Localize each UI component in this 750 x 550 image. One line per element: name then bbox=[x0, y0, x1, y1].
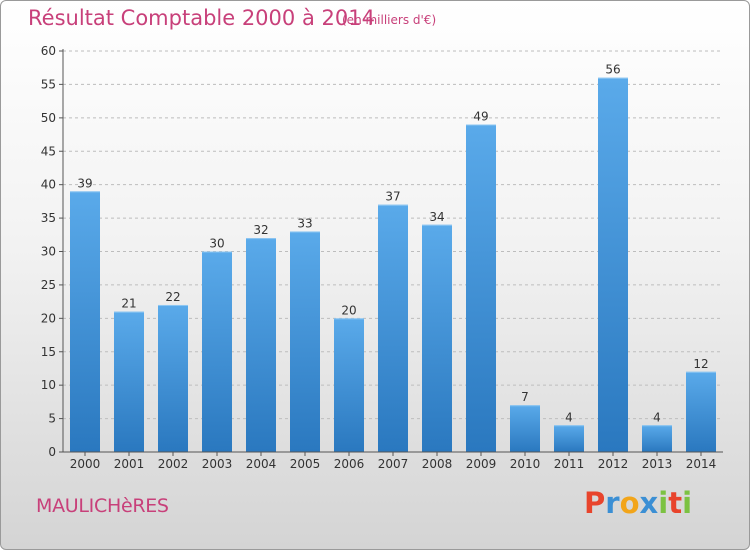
bar bbox=[642, 425, 672, 452]
proxiti-logo[interactable]: Proxiti bbox=[584, 486, 692, 520]
bar-value-label: 22 bbox=[165, 290, 180, 304]
y-tick-label: 20 bbox=[41, 311, 56, 325]
bar bbox=[114, 311, 144, 452]
y-tick-label: 60 bbox=[41, 44, 56, 58]
x-tick-label: 2002 bbox=[158, 457, 189, 471]
x-tick-label: 2008 bbox=[422, 457, 453, 471]
y-tick-label: 55 bbox=[41, 77, 56, 91]
x-tick-label: 2009 bbox=[466, 457, 497, 471]
y-tick-label: 5 bbox=[48, 412, 56, 426]
bar bbox=[70, 191, 100, 452]
logo-letter: r bbox=[605, 486, 620, 520]
y-tick-label: 50 bbox=[41, 111, 56, 125]
bar-value-label: 34 bbox=[429, 210, 444, 224]
x-tick-label: 2006 bbox=[334, 457, 365, 471]
bar-value-label: 30 bbox=[209, 237, 224, 251]
bars: 39 21 22 30 32 33 20 37 34 49 7 4 56 4 12 bbox=[70, 63, 716, 453]
y-tick-label: 45 bbox=[41, 144, 56, 158]
bar bbox=[334, 318, 364, 452]
x-tick-label: 2001 bbox=[114, 457, 145, 471]
bar-value-label: 32 bbox=[253, 223, 268, 237]
x-tick-label: 2013 bbox=[642, 457, 673, 471]
y-tick-label: 0 bbox=[48, 445, 56, 459]
place-name: MAULICHèRES bbox=[36, 495, 169, 517]
bar bbox=[466, 124, 496, 453]
bar-value-label: 4 bbox=[653, 410, 661, 424]
x-tick-label: 2005 bbox=[290, 457, 321, 471]
bar bbox=[158, 304, 188, 452]
bar bbox=[510, 405, 540, 452]
x-tick-label: 2003 bbox=[202, 457, 233, 471]
x-tick-label: 2004 bbox=[246, 457, 277, 471]
x-tick-label: 2012 bbox=[598, 457, 629, 471]
x-tick-label: 2007 bbox=[378, 457, 409, 471]
bar-value-label: 7 bbox=[521, 390, 529, 404]
axes: 0 5 10 15 20 25 30 35 40 45 50 55 60 2000 2001 2002 2003… bbox=[41, 44, 723, 471]
logo-letter: t bbox=[668, 486, 683, 520]
bar-value-label: 21 bbox=[121, 297, 136, 311]
bar bbox=[554, 425, 584, 452]
x-tick-label: 2014 bbox=[686, 457, 717, 471]
x-tick-label: 2000 bbox=[70, 457, 101, 471]
bar-value-label: 49 bbox=[473, 110, 488, 124]
x-tick-label: 2011 bbox=[554, 457, 585, 471]
logo-letter: P bbox=[584, 486, 606, 520]
logo-letter: i bbox=[658, 486, 669, 520]
y-tick-label: 35 bbox=[41, 211, 56, 225]
bar-value-label: 56 bbox=[605, 63, 620, 77]
bar bbox=[686, 371, 716, 452]
bar-value-label: 39 bbox=[77, 176, 92, 190]
bar bbox=[598, 77, 628, 452]
chart-title: Résultat Comptable 2000 à 2014 bbox=[28, 6, 375, 30]
bar bbox=[422, 224, 452, 452]
logo-letter: i bbox=[682, 486, 693, 520]
bar-value-label: 20 bbox=[341, 303, 356, 317]
y-tick-label: 15 bbox=[41, 345, 56, 359]
y-tick-label: 25 bbox=[41, 278, 56, 292]
x-tick-label: 2010 bbox=[510, 457, 541, 471]
bar-value-label: 12 bbox=[693, 357, 708, 371]
y-tick-label: 10 bbox=[41, 378, 56, 392]
bar-value-label: 37 bbox=[385, 190, 400, 204]
bar bbox=[378, 204, 408, 452]
logo-letter: o bbox=[619, 486, 640, 520]
chart-subtitle: (en milliers d'€) bbox=[342, 13, 437, 27]
logo-letter: x bbox=[639, 486, 659, 520]
bar bbox=[246, 238, 276, 452]
bar-value-label: 4 bbox=[565, 410, 573, 424]
bar bbox=[290, 231, 320, 452]
y-tick-label: 30 bbox=[41, 245, 56, 259]
bar bbox=[202, 251, 232, 452]
bar-value-label: 33 bbox=[297, 216, 312, 230]
y-tick-label: 40 bbox=[41, 178, 56, 192]
